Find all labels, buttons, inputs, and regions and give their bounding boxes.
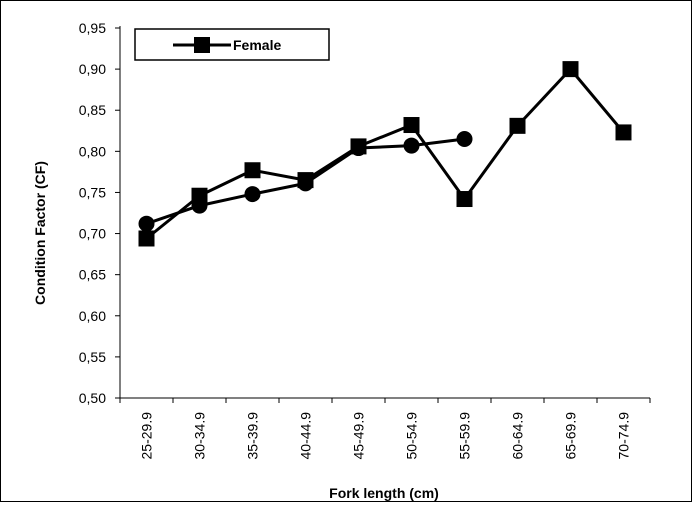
x-axis-title: Fork length (cm) [329, 485, 439, 501]
series-2-point [456, 131, 473, 147]
y-tick-label: 0,80 [79, 143, 106, 159]
x-tick-label: 35-39.9 [245, 412, 261, 460]
x-tick-labels: 25-29.9 30-34.9 35-39.9 40-44.9 45-49.9 50-54… [139, 412, 632, 460]
x-tick-label: 60-64.9 [510, 412, 526, 460]
series-2-point [350, 140, 367, 157]
y-tick-label: 0,85 [79, 102, 106, 118]
series-layer [138, 61, 632, 247]
series-2-point [403, 137, 420, 154]
y-axis-title: Condition Factor (CF) [32, 161, 48, 305]
y-tick-labels: 0,50 0,55 0,60 0,65 0,70 0,75 0,80 0,85 0,90 0,95 [79, 20, 106, 406]
chart-axes [115, 26, 651, 403]
series-female-point [244, 162, 261, 179]
legend: Female [134, 28, 330, 61]
x-tick-label: 45-49.9 [351, 412, 367, 460]
series-female-point [615, 124, 632, 141]
series-female-point [456, 191, 473, 208]
legend-label-female: Female [233, 37, 281, 53]
x-tick-label: 50-54.9 [404, 412, 420, 460]
series-2-point [244, 186, 261, 203]
y-tick-label: 0,60 [79, 308, 106, 324]
x-tick-label: 30-34.9 [192, 412, 208, 460]
series-female-point [138, 230, 155, 247]
series-2-point [297, 175, 314, 192]
x-tick-label: 70-74.9 [616, 412, 632, 460]
y-tick-label: 0,75 [79, 184, 106, 200]
series-female-line [145, 67, 625, 240]
series-female-point [562, 61, 579, 78]
x-tick-label: 40-44.9 [298, 412, 314, 460]
y-tick-label: 0,95 [79, 20, 106, 36]
y-tick-label: 0,90 [79, 61, 106, 77]
x-tick-label: 25-29.9 [139, 412, 155, 460]
legend-box [134, 28, 330, 61]
y-tick-label: 0,50 [79, 390, 106, 406]
legend-marker-female [194, 37, 210, 53]
series-female-point [403, 117, 420, 134]
y-tick-label: 0,70 [79, 226, 106, 242]
series-2-point [191, 197, 208, 214]
series-female-point [509, 117, 526, 134]
y-tick-label: 0,55 [79, 349, 106, 365]
x-tick-label: 55-59.9 [457, 412, 473, 460]
series-2-point [138, 215, 155, 232]
x-tick-label: 65-69.9 [563, 412, 579, 460]
y-tick-label: 0,65 [79, 267, 106, 283]
